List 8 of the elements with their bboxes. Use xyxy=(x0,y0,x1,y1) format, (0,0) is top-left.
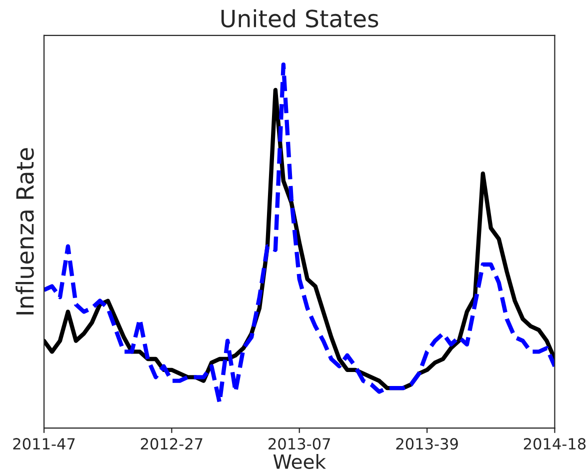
chart-title: United States xyxy=(221,9,378,28)
x-tick-label: 2012-27 xyxy=(140,438,202,450)
x-tick-label: 2014-18 xyxy=(524,438,586,450)
x-axis-title: Week xyxy=(273,454,326,470)
x-tick-label: 2013-39 xyxy=(396,438,458,450)
x-tick-label: 2013-07 xyxy=(268,438,330,450)
y-axis-title: Influenza Rate xyxy=(16,148,34,314)
x-tick-label: 2011-47 xyxy=(13,438,75,450)
